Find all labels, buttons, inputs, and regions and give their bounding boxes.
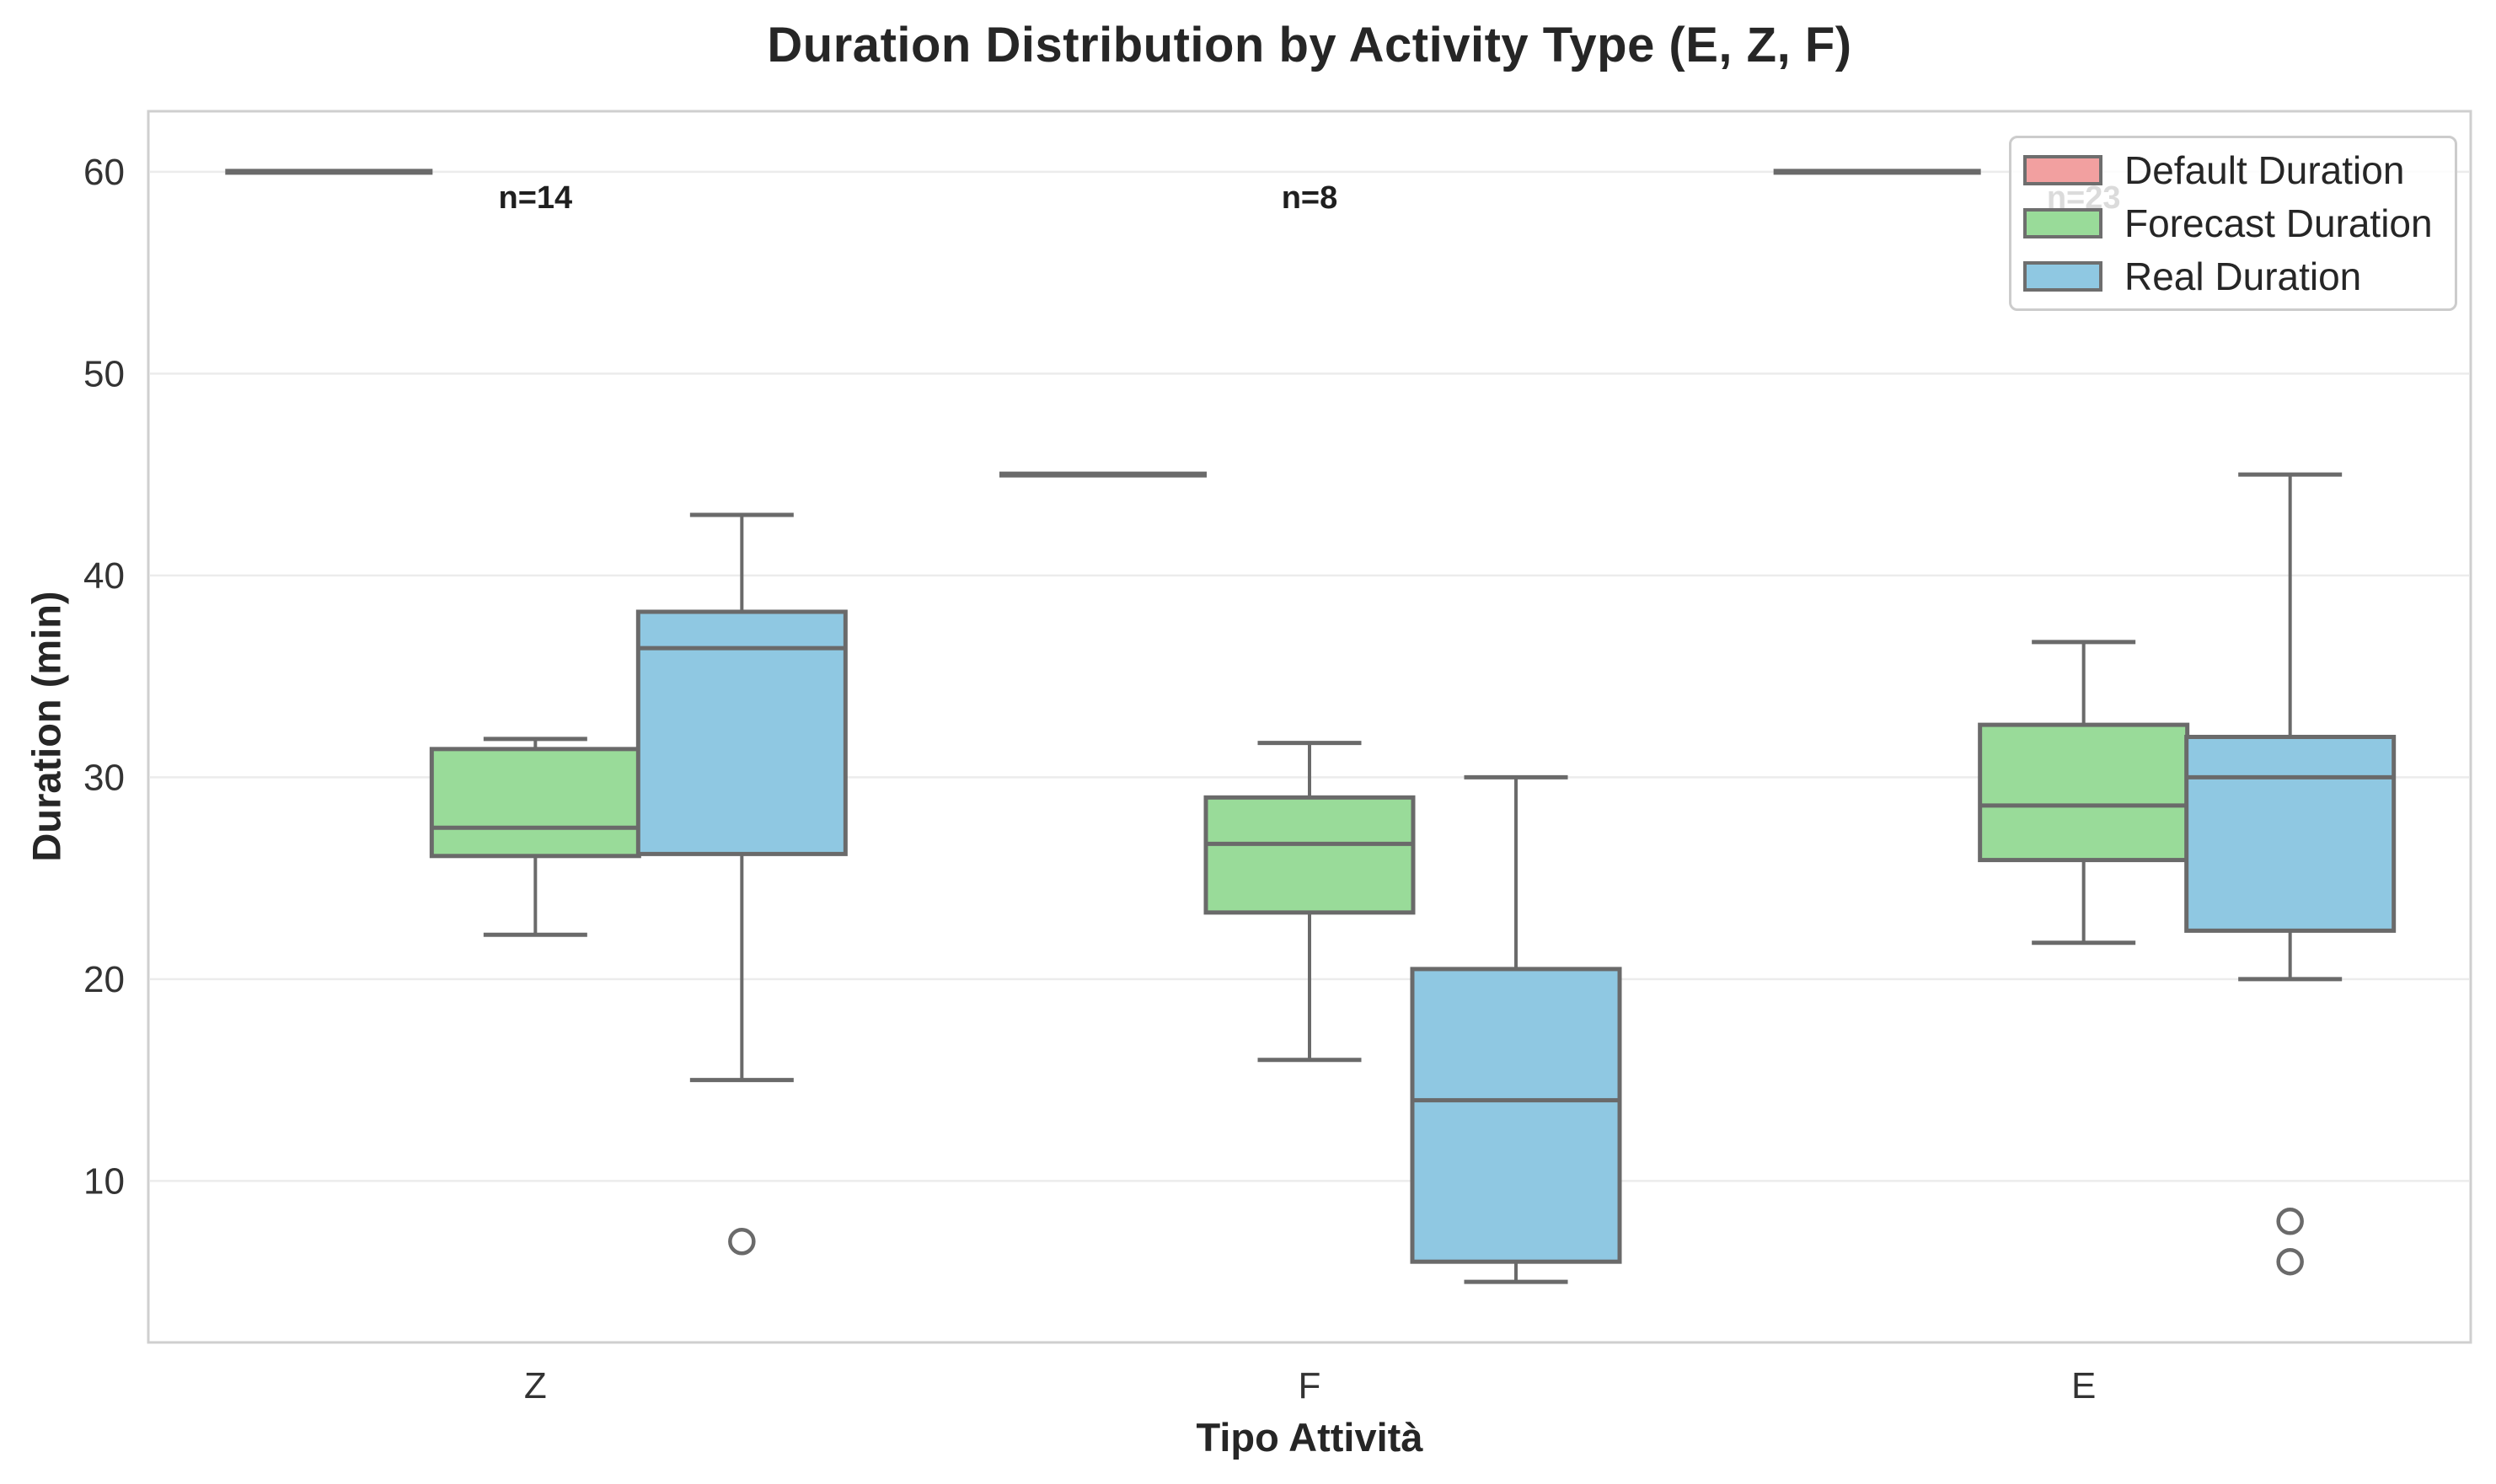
x-tick-label: E xyxy=(2071,1365,2096,1406)
legend-swatch-default xyxy=(2023,154,2102,185)
forecast-box-Z xyxy=(429,747,641,859)
x-tick-label: Z xyxy=(524,1365,547,1406)
y-tick-label: 50 xyxy=(83,353,125,394)
legend-label-forecast: Forecast Duration xyxy=(2124,201,2433,245)
legend-item-real: Real Duration xyxy=(2023,257,2455,296)
annotation-count-f: n=8 xyxy=(1281,179,1338,216)
plot-border xyxy=(147,110,2472,1344)
legend-label-real: Real Duration xyxy=(2124,254,2362,299)
real-box-E-outlier xyxy=(2276,1247,2304,1276)
forecast-box-F xyxy=(1203,795,1416,915)
legend-item-forecast: Forecast Duration xyxy=(2023,204,2455,243)
legend-swatch-forecast xyxy=(2023,207,2102,238)
legend-label-default: Default Duration xyxy=(2124,147,2405,192)
real-box-Z xyxy=(635,609,848,856)
real-box-Z-outlier xyxy=(728,1227,756,1256)
y-tick-label: 10 xyxy=(83,1160,125,1202)
legend-item-default: Default Duration xyxy=(2023,151,2455,190)
annotation-count-z: n=14 xyxy=(498,179,573,216)
y-axis-label: Duration (min) xyxy=(24,591,69,862)
y-tick-label: 40 xyxy=(83,555,125,597)
legend-swatch-real xyxy=(2023,261,2102,292)
legend: Default Duration Forecast Duration Real … xyxy=(2009,136,2457,311)
forecast-box-E xyxy=(1978,722,2190,863)
x-tick-label: F xyxy=(1299,1365,1321,1406)
real-box-F xyxy=(1410,967,1622,1264)
chart-title: Duration Distribution by Activity Type (… xyxy=(767,18,1852,72)
y-tick-label: 30 xyxy=(83,757,125,798)
y-tick-label: 20 xyxy=(83,959,125,1000)
real-box-E-outlier xyxy=(2276,1208,2304,1235)
y-tick-label: 60 xyxy=(83,152,125,193)
x-axis-label: Tipo Attività xyxy=(1196,1415,1423,1460)
real-box-E xyxy=(2184,734,2397,933)
